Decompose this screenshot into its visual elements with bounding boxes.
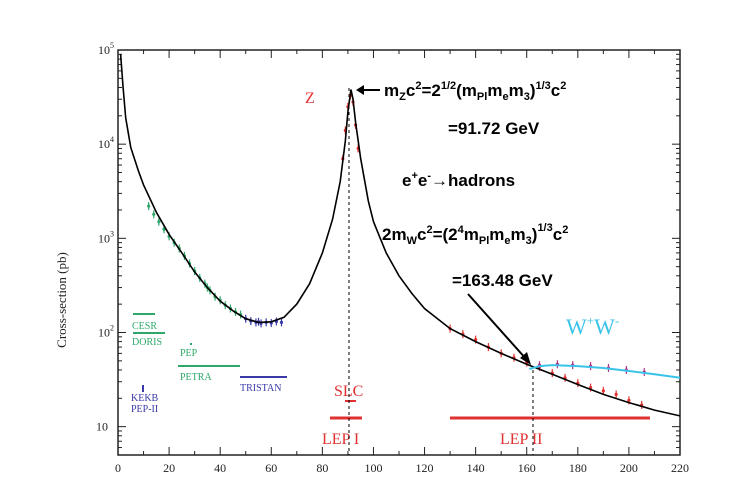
series-lines: [119, 54, 681, 417]
lep1-label: LEP I: [322, 431, 359, 448]
x-tick-label: 100: [364, 461, 382, 475]
axis-ticks: [117, 49, 681, 456]
x-tick-label: 220: [671, 461, 689, 475]
x-tick-label: 160: [518, 461, 536, 475]
z-arrow-head: [356, 85, 364, 95]
facility-ranges: [133, 313, 650, 420]
lep2-label: LEP II: [500, 431, 543, 448]
doris-label: DORIS: [132, 337, 162, 348]
x-tick-label: 20: [163, 461, 175, 475]
data-point: [614, 392, 618, 397]
y-tick-labels: 105 104 103 102 10: [96, 41, 114, 434]
measurement-points: [147, 91, 646, 409]
ww-label: W+W-: [566, 313, 619, 339]
petra-label: PETRA: [180, 372, 212, 383]
z-value: =91.72 GeV: [448, 119, 540, 138]
data-point: [152, 212, 156, 216]
y-tick-label: 103: [98, 229, 114, 245]
y-tick-label: 10: [96, 420, 108, 434]
w-arrow-head: [520, 352, 531, 365]
data-point: [627, 398, 631, 403]
data-point: [601, 389, 605, 393]
w-value: =163.48 GeV: [452, 271, 553, 290]
z-label: Z: [305, 90, 315, 107]
y-tick-label: 102: [98, 323, 114, 339]
y-axis-title: Cross-section (pb): [54, 252, 69, 348]
x-tick-label: 80: [316, 461, 328, 475]
plot-frame: [117, 49, 681, 456]
y-tick-label: 104: [98, 135, 114, 151]
ww-curve: [529, 364, 681, 379]
kekb-label: KEKB: [131, 393, 159, 404]
x-tick-label: 180: [569, 461, 587, 475]
data-point: [279, 320, 284, 324]
tristan-label: TRISTAN: [240, 383, 281, 394]
z-formula: mZc2=21/2(mPlmem3)1/3c2: [384, 80, 566, 103]
process-label: e+e-→hadrons: [402, 170, 515, 190]
facility-labels: CESR DORIS PEP PETRA TRISTAN KEKB PEP-II…: [131, 321, 543, 448]
x-tick-label: 120: [416, 461, 434, 475]
x-tick-label: 140: [467, 461, 485, 475]
w-arrow: [467, 293, 528, 361]
pep-label: PEP: [180, 348, 198, 359]
x-tick-labels: 0 20 40 60 80 100 120 140 160 180 200 220: [115, 461, 689, 475]
x-tick-label: 60: [265, 461, 277, 475]
w-formula: 2mWc2=(24mPlmem3)1/3c2: [382, 222, 568, 247]
slc-label: SLC: [334, 383, 363, 400]
data-point: [157, 220, 161, 224]
cesr-label: CESR: [132, 321, 157, 332]
x-tick-label: 40: [214, 461, 226, 475]
pepii-label: PEP-II: [131, 404, 158, 415]
x-tick-label: 0: [115, 461, 121, 475]
cross-section-curve: [119, 54, 681, 417]
x-tick-label: 200: [620, 461, 638, 475]
y-tick-label: 105: [98, 41, 114, 57]
data-point: [147, 204, 151, 208]
